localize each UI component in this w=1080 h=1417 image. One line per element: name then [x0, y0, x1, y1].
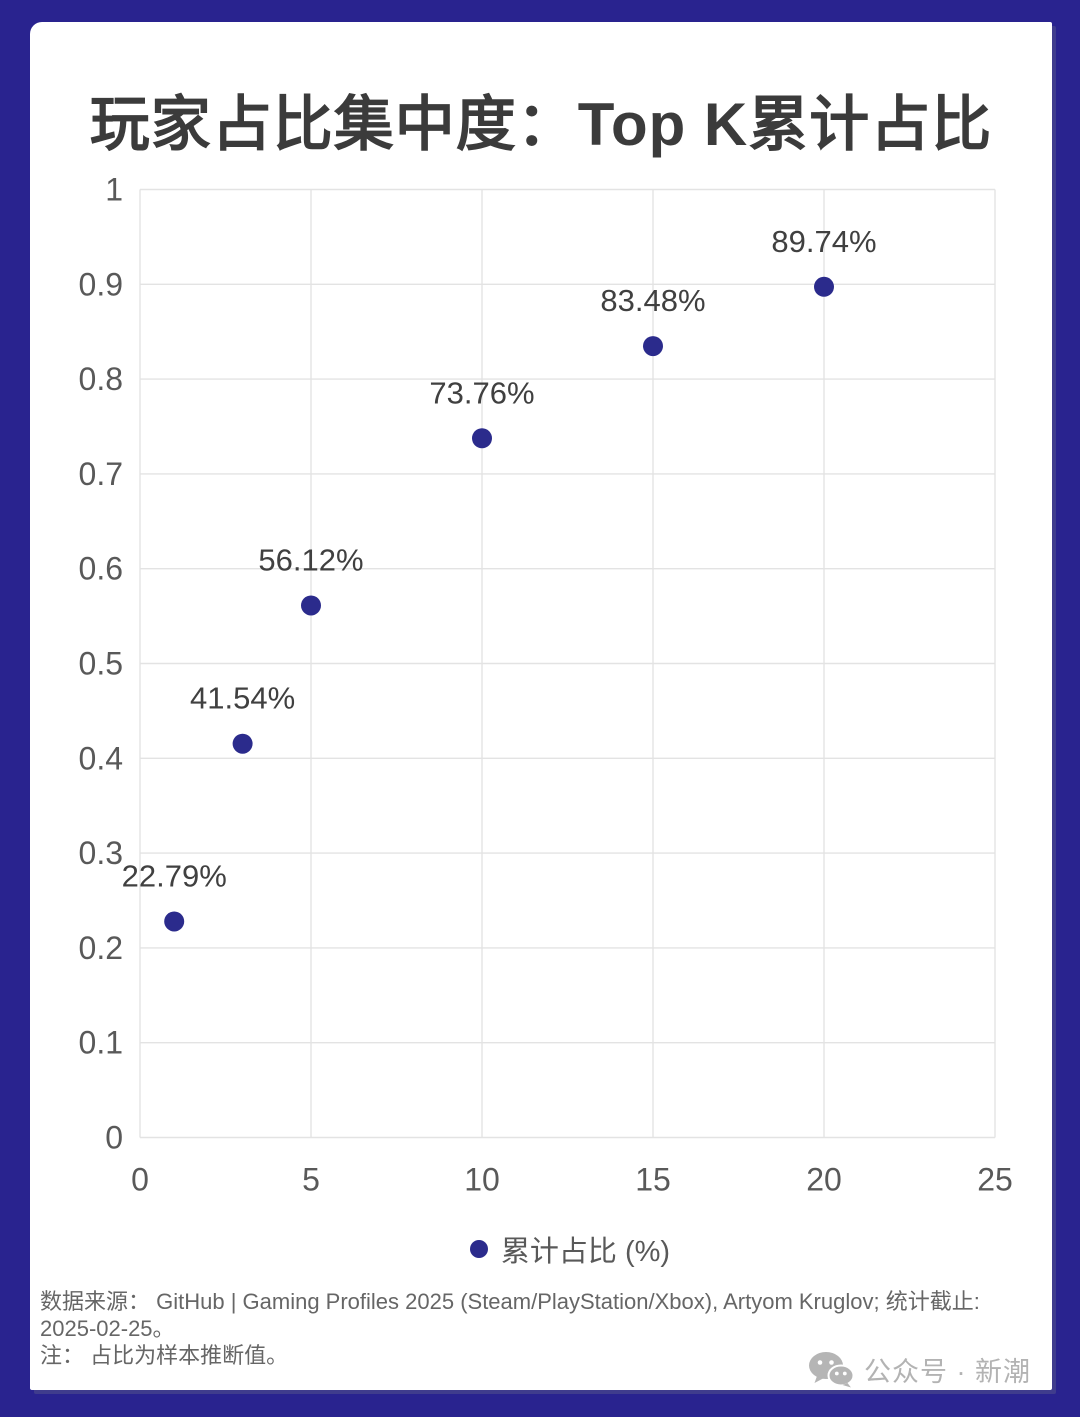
legend-marker-icon: [469, 1240, 488, 1258]
x-axis-tick-label: 15: [635, 1162, 671, 1198]
data-point-label: 22.79%: [122, 858, 227, 893]
y-axis-tick-label: 0.1: [79, 1025, 123, 1061]
chart-legend: 累计占比 (%): [140, 1229, 1000, 1269]
legend-label: 累计占比 (%): [500, 1236, 671, 1268]
chart-title: 玩家占比集中度：Top K累计占比: [89, 91, 993, 158]
x-axis-tick-label: 5: [302, 1162, 320, 1198]
y-axis-tick-label: 0: [105, 1120, 123, 1156]
data-point-label: 41.54%: [190, 681, 295, 716]
source-line-1: 数据来源： GitHub | Gaming Profiles 2025 (Ste…: [40, 1289, 980, 1314]
data-point: [232, 733, 253, 754]
y-axis-tick-label: 0.7: [79, 456, 123, 492]
y-axis-tick-label: 0.4: [79, 740, 123, 776]
x-axis-tick-label: 20: [806, 1162, 842, 1198]
footer-notes: 数据来源： GitHub | Gaming Profiles 2025 (Ste…: [40, 1288, 1040, 1369]
y-axis-tick-label: 1: [105, 172, 123, 208]
x-axis-tick-label: 25: [977, 1162, 1013, 1198]
chart-card: 玩家占比集中度：Top K累计占比 0 0.1 0.2 0.3 0.4 0.5 0.6 0.7…: [30, 22, 1052, 1390]
data-point: [814, 276, 834, 297]
y-axis-tick-label: 0.5: [79, 646, 123, 682]
data-point: [301, 595, 321, 616]
data-point-label: 56.12%: [258, 542, 363, 577]
y-axis-tick-label: 0.2: [79, 930, 123, 966]
y-axis-tick-label: 0.6: [79, 551, 123, 587]
y-axis-tick-label: 0.9: [79, 266, 123, 302]
data-point: [643, 336, 663, 357]
wechat-badge: 公众号 · 新潮: [808, 1348, 1031, 1390]
y-axis-tick-label: 0.8: [79, 361, 123, 397]
wechat-icon: [809, 1351, 854, 1387]
scatter-chart: 00.10.20.30.40.50.60.70.80.910 5 10 15 20 252…: [79, 172, 1013, 1198]
data-point-label: 89.74%: [771, 224, 876, 259]
data-point: [164, 911, 185, 932]
x-axis-tick-label: 10: [464, 1162, 500, 1198]
data-point: [472, 428, 492, 449]
data-point-label: 83.48%: [600, 283, 705, 318]
source-line-2: 2025-02-25。: [40, 1316, 175, 1341]
x-axis-tick-label: 0: [131, 1162, 149, 1198]
watermark-text: 公众号 · 新潮: [864, 1356, 1031, 1387]
y-axis-tick-label: 0.3: [79, 835, 123, 871]
note-line: 注： 占比为样本推断值。: [40, 1343, 289, 1368]
data-point-label: 73.76%: [429, 375, 534, 410]
